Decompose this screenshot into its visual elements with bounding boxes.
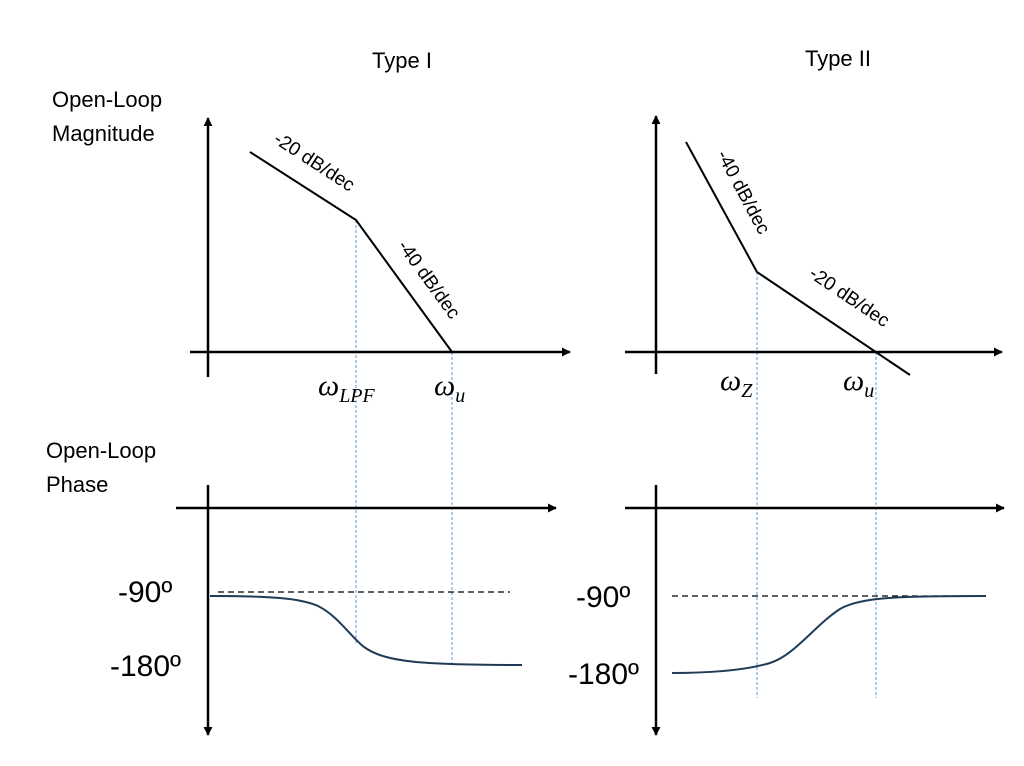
- type1-minus90-label: -90º: [118, 576, 172, 609]
- type1-magnitude-plot: -20 dB/dec -40 dB/dec ωLPF ωu: [190, 117, 571, 407]
- type1-phase-curve: [209, 595, 523, 666]
- type1-slope-high-label: -40 dB/dec: [393, 236, 464, 323]
- type2-magnitude-plot: -40 dB/dec -20 dB/dec ωZ ωu: [625, 115, 1003, 402]
- type2-slope-low-label: -40 dB/dec: [712, 147, 774, 238]
- type1-magnitude-asymptote: [249, 151, 453, 353]
- type2-magnitude-asymptote: [685, 141, 911, 376]
- type1-minus180-label: -180º: [110, 650, 181, 683]
- type2-minus90-label: -90º: [576, 581, 630, 614]
- type1-phase-plot: -90º -180º: [110, 485, 557, 736]
- magnitude-label-line1: Open-Loop: [52, 87, 162, 112]
- type1-title: Type I: [372, 48, 432, 73]
- type1-unity-frequency-label: ωu: [434, 369, 465, 407]
- type2-phase-plot: -90º -180º: [568, 485, 1005, 736]
- phase-label-line2: Phase: [46, 472, 108, 497]
- type1-corner-frequency-label: ωLPF: [318, 369, 376, 407]
- phase-label-line1: Open-Loop: [46, 438, 156, 463]
- type2-zero-frequency-label: ωZ: [720, 364, 753, 402]
- type2-minus180-label: -180º: [568, 658, 639, 691]
- type2-slope-high-label: -20 dB/dec: [805, 263, 893, 332]
- magnitude-label-line2: Magnitude: [52, 121, 155, 146]
- type1-slope-low-label: -20 dB/dec: [270, 129, 359, 197]
- type2-title: Type II: [805, 46, 871, 71]
- type2-unity-frequency-label: ωu: [843, 364, 874, 402]
- type2-phase-curve: [671, 595, 987, 674]
